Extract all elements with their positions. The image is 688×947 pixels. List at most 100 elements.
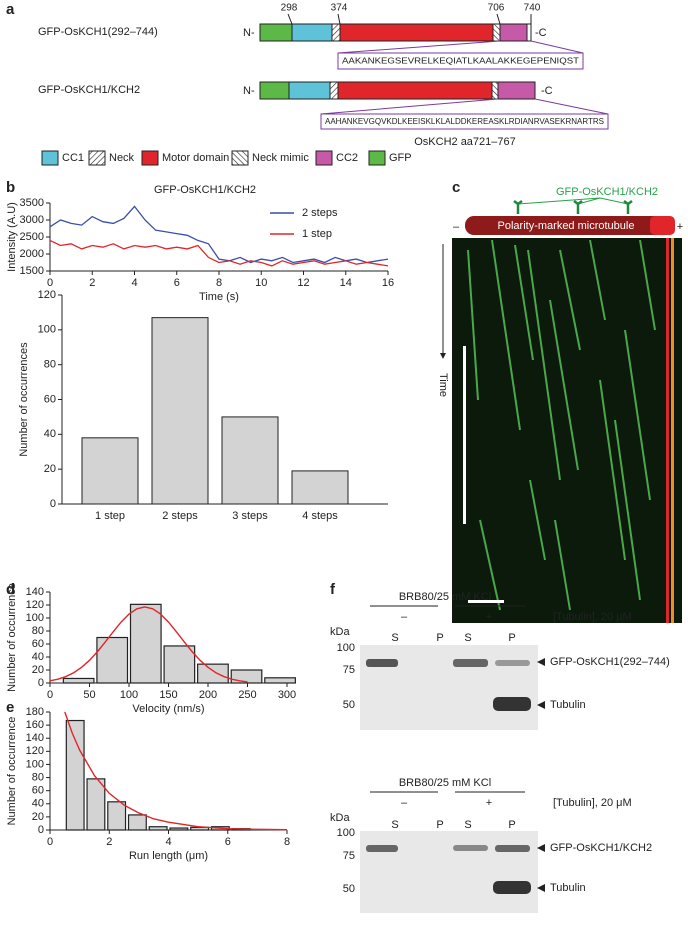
y-tick-label: 100 <box>26 758 44 770</box>
y-tick-label: 60 <box>32 638 44 650</box>
y-tick-label: 80 <box>44 359 56 371</box>
bar <box>86 778 106 831</box>
bar <box>230 669 263 684</box>
x-tick-label: 6 <box>225 836 231 848</box>
y-tick-label: 100 <box>26 612 44 624</box>
kymograph-image <box>452 238 682 623</box>
y-tick-label: 120 <box>38 289 56 301</box>
domain-legend: CC1 Neck Motor domain Neck mimic CC2 GFP <box>41 150 412 166</box>
band-arrow <box>537 844 545 892</box>
position: 374 <box>331 3 348 14</box>
marker-label: 100 <box>337 642 355 654</box>
line <box>49 205 389 264</box>
x-tick-label: 0 <box>47 689 53 701</box>
n-terminus: N- <box>243 27 255 39</box>
line <box>49 239 389 267</box>
legend-swatch <box>368 150 386 166</box>
sequence-box <box>320 113 609 130</box>
legend-label: CC1 <box>62 152 84 164</box>
x-axis-label: Time (s) <box>199 291 239 303</box>
motor-icon <box>513 200 633 214</box>
bar <box>127 814 147 831</box>
x-axis-label: Run length (μm) <box>129 850 208 862</box>
legend-swatch <box>41 150 59 166</box>
c-terminus: -C <box>541 85 553 97</box>
bar <box>221 416 279 505</box>
position-ticks <box>287 13 532 25</box>
y-tick-label: 2500 <box>20 231 44 243</box>
cc2-domain <box>497 81 536 100</box>
gel-band <box>366 845 398 852</box>
connector <box>320 98 609 115</box>
x-tick-label: 8 <box>216 277 222 289</box>
legend-label: CC2 <box>336 152 358 164</box>
legend-label: 2 steps <box>302 207 338 219</box>
time-label: Time <box>437 373 449 397</box>
gel-image <box>360 645 538 730</box>
plus-label: + <box>486 611 492 623</box>
marker-label: 100 <box>337 827 355 839</box>
x-tick-label: 6 <box>174 277 180 289</box>
panel-label: d <box>6 581 15 598</box>
y-tick-label: 20 <box>32 664 44 676</box>
legend-swatch <box>141 150 159 166</box>
legend-swatch <box>88 150 106 166</box>
minus-label: – <box>401 797 408 809</box>
x-tick-label: 14 <box>340 277 352 289</box>
y-tick-label: 100 <box>38 324 56 336</box>
gel-band <box>453 659 488 667</box>
tail <box>526 23 532 42</box>
x-tick-label: 3 steps <box>232 510 268 522</box>
bar <box>169 827 189 831</box>
panel-label: e <box>6 699 14 716</box>
band-arrow <box>537 658 545 709</box>
chart-title: GFP-OsKCH1/KCH2 <box>154 184 256 196</box>
legend-label: GFP <box>389 152 412 164</box>
x-tick-label: 250 <box>238 689 256 701</box>
x-tick-label: 4 <box>165 836 171 848</box>
y-tick-label: 2000 <box>20 248 44 260</box>
fit-curve <box>64 711 288 831</box>
bar <box>81 437 139 505</box>
position: 740 <box>524 3 541 14</box>
x-tick-label: 8 <box>284 836 290 848</box>
legend-label: Motor domain <box>162 152 229 164</box>
unit-label: kDa <box>330 626 350 638</box>
y-tick-label: 3500 <box>20 197 44 209</box>
y-tick-label: 20 <box>44 463 56 475</box>
neck-mimic-domain <box>491 81 499 100</box>
unit-label: kDa <box>330 812 350 824</box>
y-tick-label: 3000 <box>20 214 44 226</box>
band-label: GFP-OsKCH1/KCH2 <box>550 842 652 854</box>
bar <box>65 719 85 831</box>
marker-label: 50 <box>343 883 355 895</box>
gel-band <box>495 845 530 852</box>
kymograph-tracks <box>467 239 656 611</box>
y-tick-label: 140 <box>26 732 44 744</box>
neck-mimic-domain <box>492 23 501 42</box>
bar <box>96 636 129 684</box>
lane-label: P <box>508 819 515 831</box>
sequence-note: OsKCH2 aa721–767 <box>414 136 516 148</box>
pointer <box>517 197 629 205</box>
marker-label: 75 <box>343 850 355 862</box>
lane-label: P <box>508 632 515 644</box>
y-tick-label: 80 <box>32 771 44 783</box>
protein-label: GFP-OsKCH1/KCH2 <box>556 186 658 198</box>
lane-label: S <box>464 632 471 644</box>
legend-swatch <box>315 150 333 166</box>
y-tick-label: 0 <box>38 677 44 689</box>
gel: BRB80/25 mM KCl – + [Tubulin], 20 μM kDa… <box>330 777 652 913</box>
panel-label: a <box>6 1 15 18</box>
bar <box>62 677 95 684</box>
buffer-label: BRB80/25 mM KCl <box>399 591 491 603</box>
bar <box>264 677 296 684</box>
gel-image <box>360 831 538 913</box>
kymograph-panel: GFP-OsKCH1/KCH2 Polarity-marked microtub… <box>437 186 683 623</box>
y-tick-label: 60 <box>44 393 56 405</box>
y-tick-label: 1500 <box>20 265 44 277</box>
x-tick-label: 4 <box>131 277 137 289</box>
microtubule <box>465 216 665 235</box>
plus-end: + <box>677 221 683 233</box>
x-tick-label: 300 <box>278 689 296 701</box>
